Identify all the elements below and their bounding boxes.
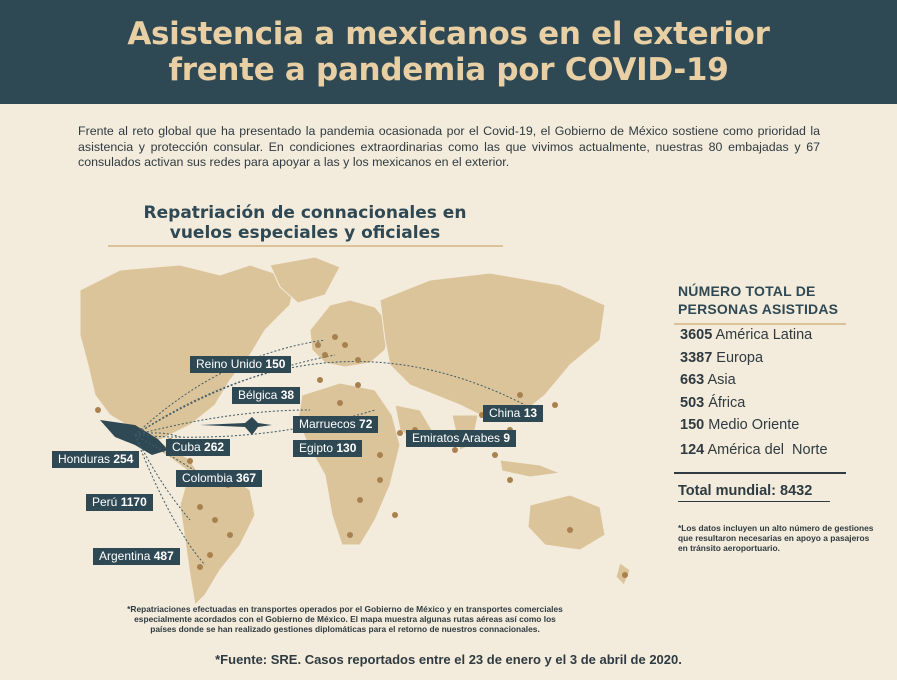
map-label-argentina: Argentina 487 xyxy=(93,548,180,565)
indonesia-shape xyxy=(499,459,562,478)
stats-title-line-2: PERSONAS ASISTIDAS xyxy=(678,301,839,317)
map-label-uk: Reino Unido 150 xyxy=(190,356,292,373)
map-label-belgium: Bélgica 38 xyxy=(232,387,301,404)
stat-row-middle-east: 150 Medio Oriente xyxy=(680,417,800,433)
total-underline xyxy=(678,501,830,502)
section-title: Repatriación de connacionales en vuelos … xyxy=(120,203,490,243)
stat-row-africa: 503 África xyxy=(680,395,746,411)
stats-panel: NÚMERO TOTAL DE PERSONAS ASISTIDAS xyxy=(678,282,878,318)
map-label-uae: Emiratos Arabes 9 xyxy=(406,430,517,447)
stats-title: NÚMERO TOTAL DE PERSONAS ASISTIDAS xyxy=(678,282,878,318)
total-worldwide: Total mundial: 8432 xyxy=(678,483,813,499)
stats-rule-bottom xyxy=(674,472,846,474)
greenland-shape xyxy=(269,256,341,304)
route-uk xyxy=(134,339,326,436)
stats-rule-top xyxy=(674,323,846,325)
source-note: *Fuente: SRE. Casos reportados entre el … xyxy=(215,652,682,667)
title-line-1: Asistencia a mexicanos en el exterior xyxy=(127,16,770,52)
map-label-morocco: Marruecos 72 xyxy=(293,416,379,433)
mexico-shape xyxy=(100,420,168,455)
map-footnote: *Repatriaciones efectuadas en transporte… xyxy=(127,604,563,634)
north-america-shape xyxy=(79,264,296,441)
stat-row-latin-america: 3605 América Latina xyxy=(680,327,813,343)
south-america-shape xyxy=(179,469,256,607)
stat-row-europe: 3387 Europa xyxy=(680,350,764,366)
route-belgium xyxy=(134,354,336,436)
europe-shape xyxy=(309,299,391,368)
route-cuba xyxy=(134,432,181,438)
map-label-cuba: Cuba 262 xyxy=(166,439,231,456)
route-colombia xyxy=(134,434,211,481)
stats-footnote: *Los datos incluyen un alto número de ge… xyxy=(678,523,874,553)
map-label-egypt: Egipto 130 xyxy=(293,440,363,457)
title-line-2: frente a pandemia por COVID-19 xyxy=(168,52,729,88)
africa-shape xyxy=(297,382,401,546)
section-title-line-1: Repatriación de connacionales en xyxy=(143,203,467,223)
route-morocco xyxy=(134,409,311,436)
stats-title-line-1: NÚMERO TOTAL DE xyxy=(678,283,816,299)
map-label-peru: Perú 1170 xyxy=(86,494,153,511)
map-label-china: China 13 xyxy=(483,405,544,422)
title-banner: Asistencia a mexicanos en el exterior fr… xyxy=(0,0,897,104)
route-peru xyxy=(134,434,191,521)
section-rule xyxy=(108,245,503,247)
map-label-honduras: Honduras 254 xyxy=(52,451,140,468)
australia-shape xyxy=(527,494,606,551)
section-title-line-2: vuelos especiales y oficiales xyxy=(169,223,441,243)
route-argentina xyxy=(134,434,206,566)
stat-row-asia: 663 Asia xyxy=(680,372,736,388)
asia-shape xyxy=(379,272,606,421)
route-china xyxy=(134,361,526,436)
map-label-colombia: Colombia 367 xyxy=(176,470,263,487)
airplane-icon xyxy=(200,417,272,435)
intro-paragraph: Frente al reto global que ha presentado … xyxy=(78,124,820,169)
stat-row-north-america: 124 América del Norte xyxy=(680,442,828,458)
